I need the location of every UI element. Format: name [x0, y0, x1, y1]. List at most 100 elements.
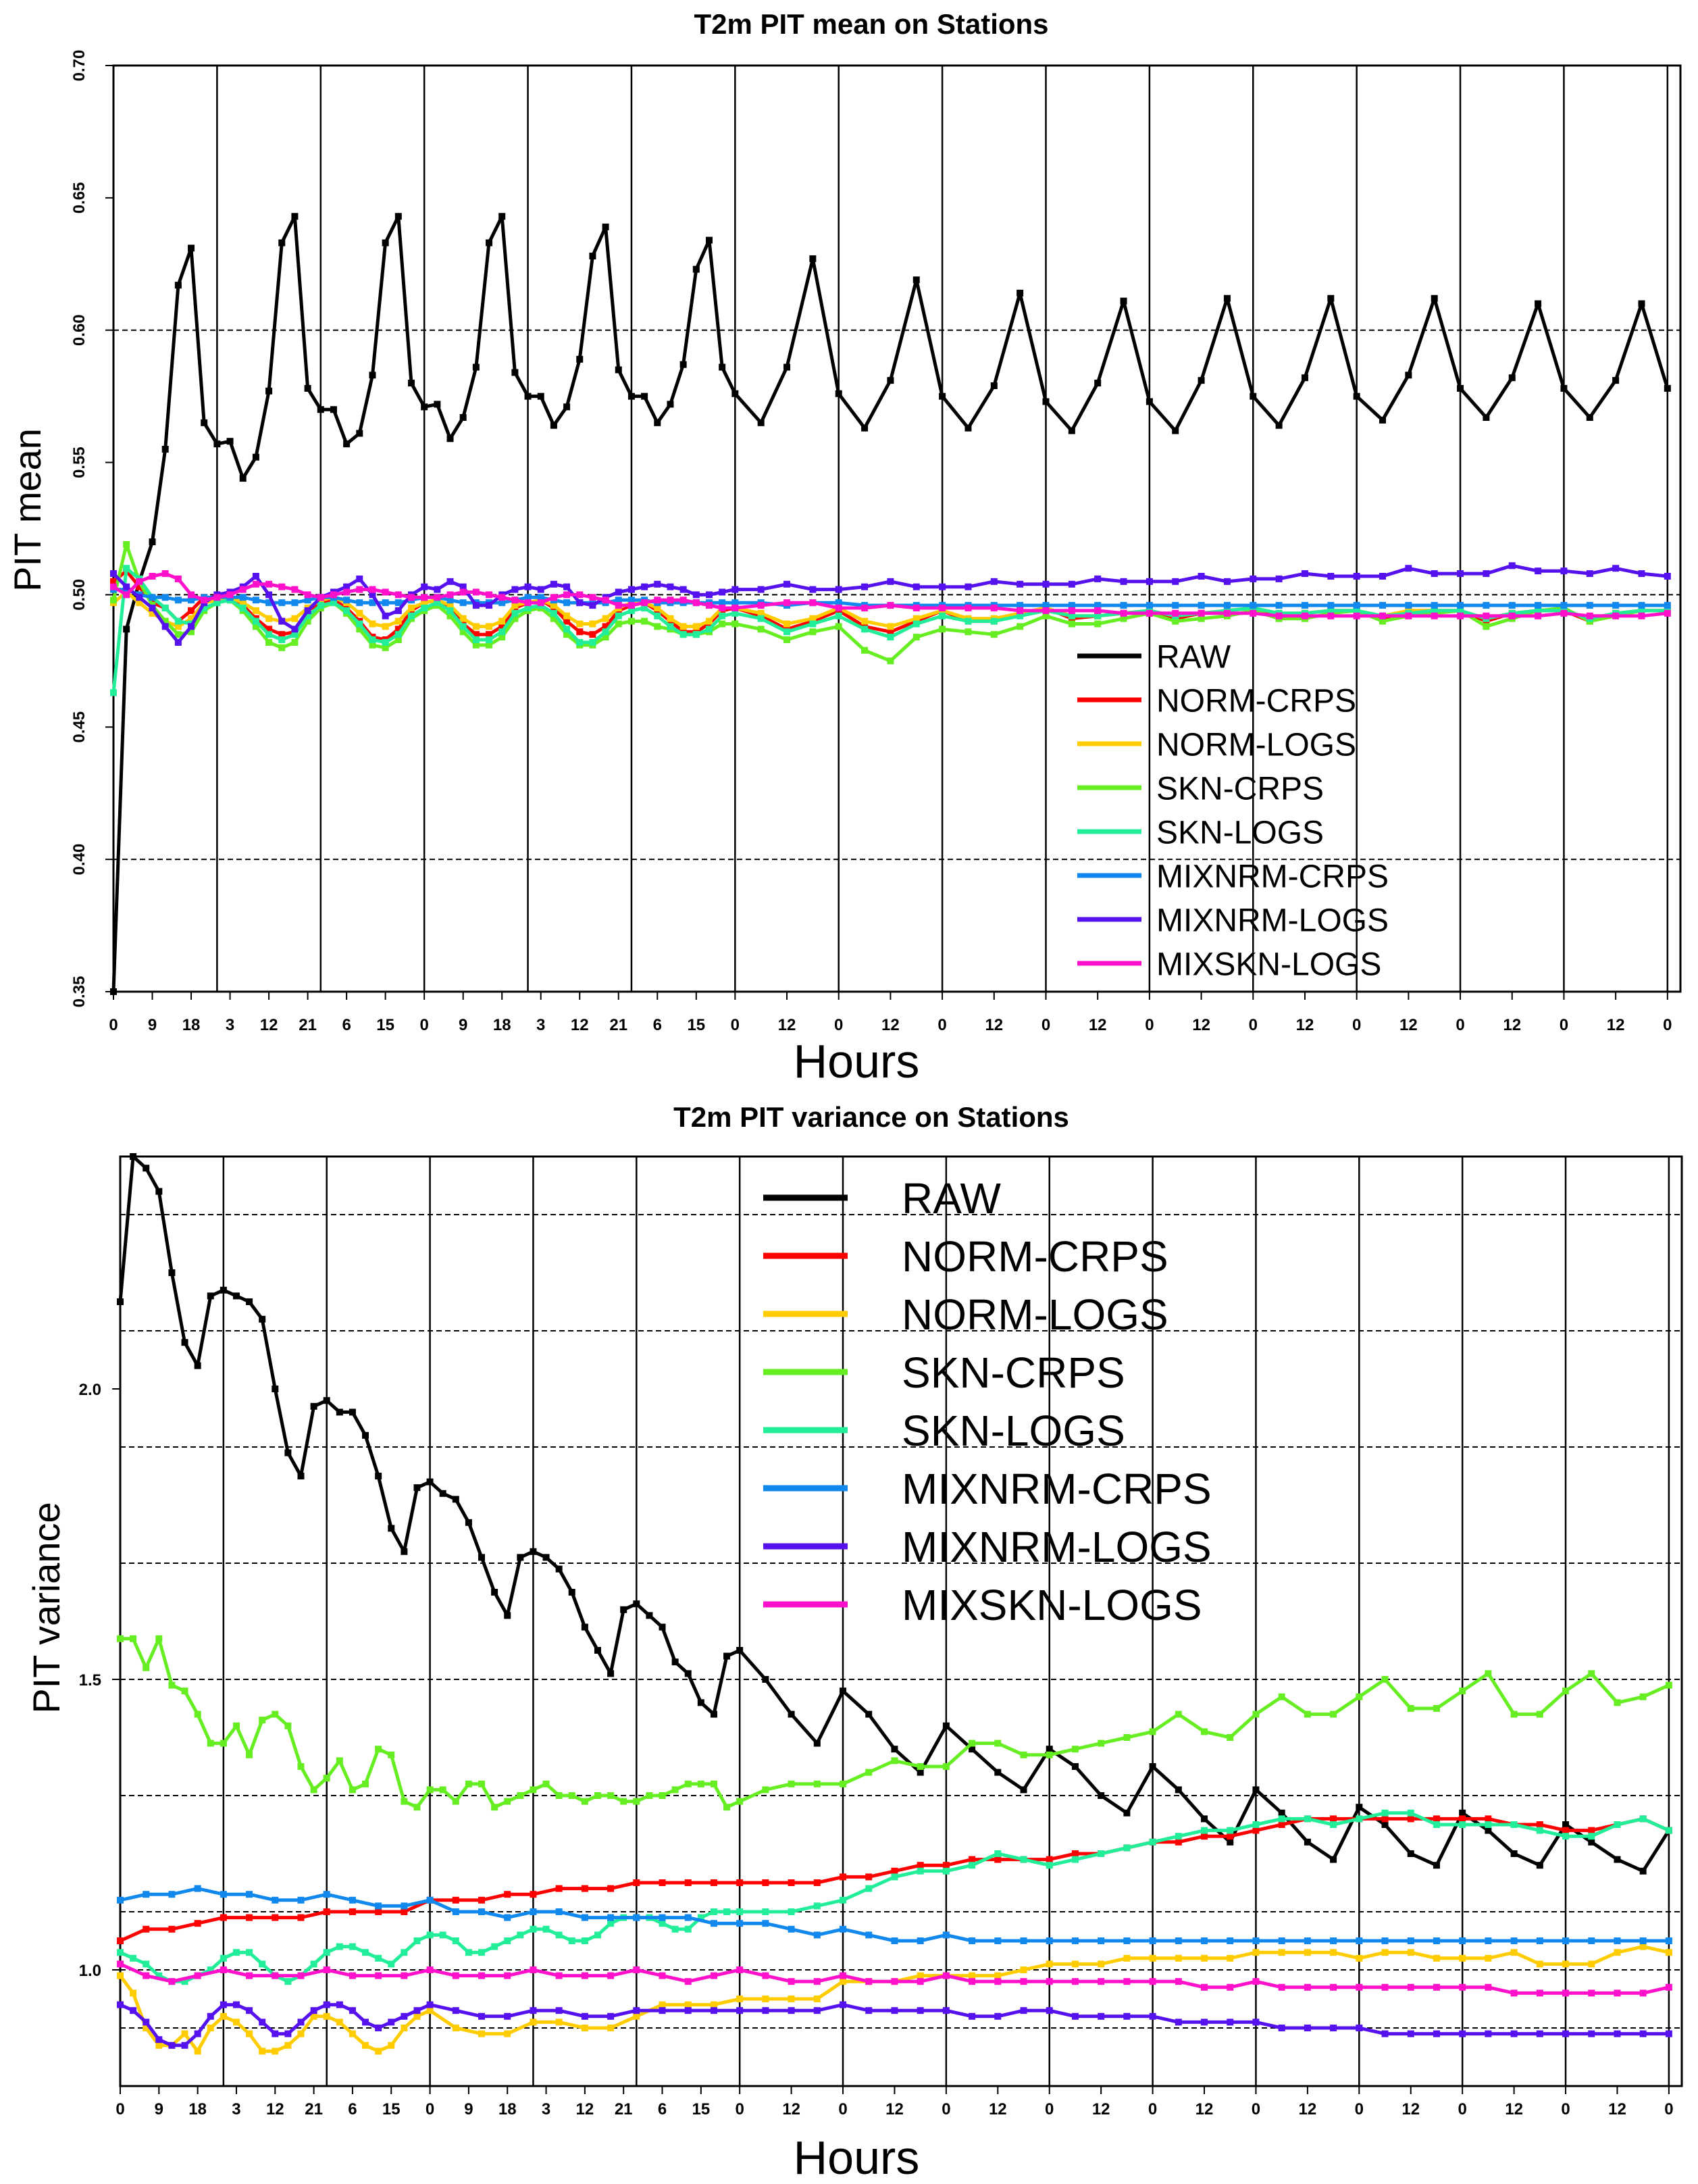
data-point-norm-crps [394, 626, 402, 633]
data-point-skn-logs [439, 1931, 446, 1939]
data-point-mixskn-logs [762, 1972, 769, 1979]
x-tick-label: 0 [426, 2100, 434, 2118]
data-point-norm-logs [1175, 1954, 1182, 1962]
data-point-mixnrm-logs [942, 2007, 950, 2014]
data-point-skn-crps [356, 626, 363, 633]
data-point-mixnrm-logs [731, 586, 739, 593]
data-point-raw [181, 1339, 188, 1346]
data-point-skn-crps [719, 620, 726, 628]
data-point-raw [1612, 377, 1620, 384]
data-point-mixnrm-logs [969, 2012, 976, 2020]
data-point-raw [835, 390, 842, 397]
data-point-norm-logs [1046, 1960, 1053, 1968]
x-tick-label: 9 [464, 2100, 473, 2118]
data-point-raw [291, 213, 299, 220]
legend-label-raw: RAW [1156, 639, 1231, 675]
data-point-mixskn-logs [891, 1978, 898, 1985]
data-point-norm-logs [861, 617, 869, 625]
data-point-skn-crps [627, 617, 635, 625]
x-tick-label: 18 [182, 1016, 201, 1034]
data-point-mixnrm-logs [762, 2007, 769, 2014]
data-point-norm-logs [762, 1996, 769, 2002]
data-point-skn-crps [1536, 1710, 1543, 1718]
data-point-mixnrm-crps [246, 1891, 253, 1898]
data-point-skn-logs [330, 599, 337, 607]
data-point-norm-logs [1227, 1954, 1234, 1962]
data-point-norm-crps [1433, 1815, 1440, 1823]
data-point-mixnrm-crps [555, 1908, 563, 1915]
data-point-raw [1560, 384, 1568, 392]
data-point-skn-crps [110, 596, 117, 604]
data-point-mixnrm-crps [1535, 602, 1542, 609]
data-point-raw [861, 424, 869, 432]
data-point-mixnrm-logs [117, 2001, 124, 2008]
data-point-norm-crps [349, 1908, 356, 1915]
data-point-mixnrm-crps [1017, 602, 1024, 609]
data-point-mixskn-logs [550, 594, 557, 601]
data-point-norm-logs [1639, 1943, 1647, 1950]
data-point-norm-crps [788, 1879, 795, 1886]
data-point-mixnrm-crps [382, 599, 389, 607]
data-point-mixnrm-crps [239, 594, 247, 601]
data-point-skn-crps [511, 615, 519, 622]
x-tick-label: 12 [1195, 2100, 1214, 2118]
data-point-raw [1614, 1856, 1621, 1863]
x-tick-label: 0 [1145, 1016, 1154, 1034]
data-point-raw [426, 1478, 434, 1485]
data-point-skn-logs [511, 609, 519, 617]
data-point-mixnrm-crps [1562, 1937, 1570, 1944]
data-point-norm-logs [576, 620, 584, 628]
x-tick-label: 3 [536, 1016, 545, 1034]
data-point-mixskn-logs [1020, 1978, 1027, 1985]
data-point-raw [1664, 384, 1671, 392]
data-point-norm-logs [783, 620, 791, 628]
data-point-skn-crps [1149, 1728, 1156, 1735]
data-point-mixnrm-crps [1483, 602, 1490, 609]
data-point-mixnrm-logs [388, 2018, 395, 2026]
data-point-mixskn-logs [1353, 612, 1360, 619]
data-point-norm-crps [530, 1891, 537, 1898]
data-point-skn-logs [265, 631, 273, 638]
data-point-mixnrm-logs [369, 591, 376, 599]
data-point-skn-logs [1356, 1815, 1363, 1823]
data-point-raw [1536, 1862, 1543, 1869]
data-point-raw [246, 1298, 253, 1305]
data-point-skn-logs [349, 1943, 356, 1950]
data-point-mixskn-logs [1330, 1983, 1337, 1991]
data-point-mixskn-logs [478, 1972, 486, 1979]
data-point-mixskn-logs [679, 596, 687, 604]
data-point-mixnrm-crps [1588, 1937, 1595, 1944]
data-point-mixnrm-logs [181, 2041, 188, 2049]
data-point-raw [207, 1292, 214, 1300]
data-point-skn-logs [394, 631, 402, 638]
data-point-mixnrm-logs [1250, 575, 1257, 582]
data-point-mixnrm-crps [1042, 602, 1050, 609]
data-point-skn-crps [594, 1792, 601, 1799]
data-point-mixnrm-logs [1175, 2018, 1182, 2026]
data-point-raw [1227, 1838, 1234, 1846]
data-point-skn-logs [1046, 1862, 1053, 1869]
legend-label-norm-crps: NORM-CRPS [902, 1232, 1168, 1281]
data-point-mixnrm-crps [1330, 1937, 1337, 1944]
data-point-mixskn-logs [1457, 612, 1464, 619]
data-point-norm-logs [969, 1972, 976, 1979]
data-point-norm-crps [1459, 1815, 1466, 1823]
data-point-mixskn-logs [117, 1960, 124, 1968]
data-point-raw [602, 223, 609, 230]
data-point-norm-logs [155, 2041, 163, 2049]
data-point-mixskn-logs [291, 586, 299, 593]
data-point-norm-logs [174, 623, 182, 630]
data-point-skn-crps [1485, 1670, 1492, 1677]
data-point-skn-crps [942, 1763, 950, 1770]
data-point-skn-crps [684, 1780, 692, 1787]
data-point-mixskn-logs [1405, 612, 1412, 619]
data-point-norm-crps [265, 626, 273, 633]
x-tick-label: 12 [1505, 2100, 1523, 2118]
data-point-skn-logs [426, 1931, 434, 1939]
data-point-norm-crps [278, 631, 286, 638]
x-tick-label: 12 [1299, 2100, 1317, 2118]
data-point-mixnrm-crps [762, 1920, 769, 1927]
data-point-norm-logs [388, 2041, 395, 2049]
data-point-mixskn-logs [1431, 612, 1438, 619]
data-point-skn-crps [697, 1780, 704, 1787]
